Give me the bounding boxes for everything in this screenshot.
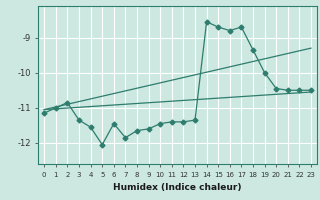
X-axis label: Humidex (Indice chaleur): Humidex (Indice chaleur) (113, 183, 242, 192)
